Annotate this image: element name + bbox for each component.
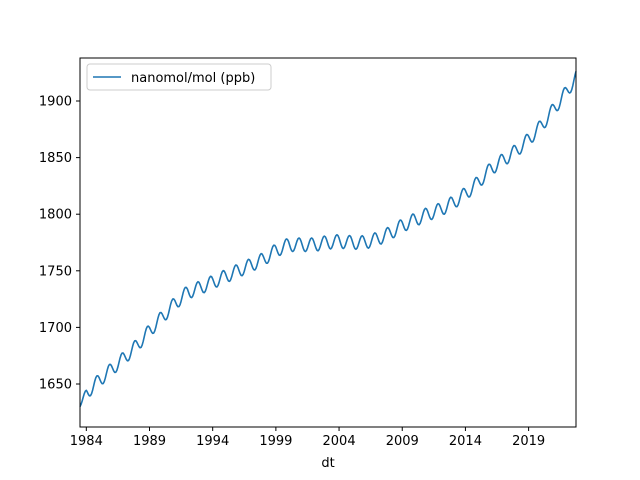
- y-tick-label: 1900: [39, 95, 72, 110]
- y-tick-label: 1650: [39, 377, 72, 392]
- x-tick-label: 2009: [386, 434, 419, 449]
- x-tick-label: 1999: [259, 434, 292, 449]
- x-tick-label: 2019: [512, 434, 545, 449]
- x-tick-label: 1989: [133, 434, 166, 449]
- y-tick-label: 1700: [39, 321, 72, 336]
- x-axis-ticks: 1984 1989 1994 1999 2004 2009 2014 2019: [70, 427, 545, 449]
- legend-box: [86, 63, 272, 91]
- y-axis-ticks: 1650 1700 1750 1800 1850 1900: [39, 95, 80, 392]
- y-tick-label: 1800: [39, 208, 72, 223]
- y-tick-label: 1850: [39, 151, 72, 166]
- x-axis-label: dt: [321, 456, 334, 471]
- x-tick-label: 1984: [70, 434, 103, 449]
- x-tick-label: 1994: [196, 434, 229, 449]
- legend-series-label: nanomol/mol (ppb): [131, 71, 255, 86]
- legend: nanomol/mol (ppb): [86, 63, 272, 91]
- plot-area-frame: [79, 57, 577, 428]
- x-tick-label: 2004: [323, 434, 356, 449]
- y-tick-label: 1750: [39, 264, 72, 279]
- series-line: [79, 71, 577, 407]
- x-tick-label: 2014: [449, 434, 482, 449]
